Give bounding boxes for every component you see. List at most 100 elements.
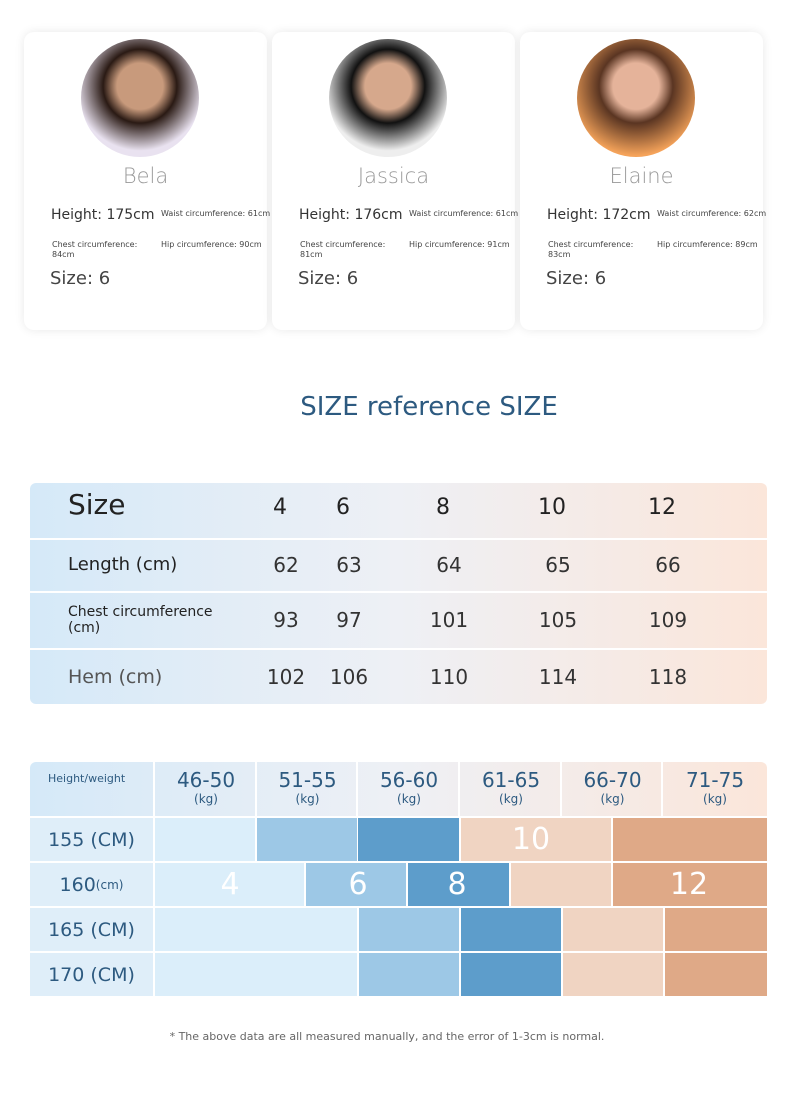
row-label: Length (cm) xyxy=(68,554,178,575)
weight-unit: (kg) xyxy=(499,792,523,806)
avatar xyxy=(329,39,447,157)
fit-cell: 12 xyxy=(613,863,767,906)
size-value: 6 xyxy=(336,495,350,520)
row-label-cell: 165 (CM) xyxy=(30,908,153,951)
measurement: 106 xyxy=(329,665,369,689)
model-height: Height: 175cm xyxy=(51,207,155,223)
row-divider xyxy=(30,648,767,650)
size-label: 4 xyxy=(220,867,240,902)
size-value: 4 xyxy=(273,495,287,520)
fit-cell xyxy=(257,818,357,861)
weight-unit: (kg) xyxy=(703,792,727,806)
measurement: 66 xyxy=(655,553,681,577)
fit-cell xyxy=(155,953,357,996)
weight-range: 71-75 xyxy=(685,768,745,792)
measurement: 110 xyxy=(429,665,469,689)
height-label: 165 (CM) xyxy=(48,918,135,941)
weight-unit: (kg) xyxy=(295,792,320,806)
fit-cell xyxy=(511,863,611,906)
size-label: 8 xyxy=(447,867,467,902)
fit-cell: 4 xyxy=(155,863,304,906)
fit-cell xyxy=(461,908,561,951)
row-divider xyxy=(30,538,767,540)
measurement: 109 xyxy=(648,608,688,632)
corner-label: Height/weight xyxy=(48,772,126,785)
measurement: 62 xyxy=(273,553,299,577)
weight-range: 56-60 xyxy=(379,768,439,792)
avatar xyxy=(81,39,199,157)
model-height: Height: 172cm xyxy=(547,207,651,223)
model-waist: Waist circumference: 61cm xyxy=(161,209,271,218)
measurement: 114 xyxy=(538,665,578,689)
measurement: 93 xyxy=(273,608,299,632)
model-card: Jassica Height: 176cm Waist circumference:… xyxy=(272,32,519,330)
col-divider xyxy=(255,762,257,816)
size-value: 8 xyxy=(436,495,450,520)
model-height: Height: 176cm xyxy=(299,207,403,223)
model-waist: Waist circumference: 62cm xyxy=(657,209,767,218)
model-size: Size: 6 xyxy=(50,268,111,289)
fit-cell xyxy=(155,818,255,861)
height-unit: (cm) xyxy=(95,877,124,892)
model-card: Bela Height: 175cm Waist circumference: 61… xyxy=(24,32,271,330)
fit-bg xyxy=(30,762,767,816)
row-label-cell: 155 (CM) xyxy=(30,818,153,861)
height-label: 170 (CM) xyxy=(48,963,135,986)
model-hip: Hip circumference: 91cm xyxy=(409,240,510,249)
model-name: Bela xyxy=(122,164,169,188)
model-waist: Waist circumference: 61cm xyxy=(409,209,519,218)
height-label: 155 (CM) xyxy=(48,828,135,851)
fit-cell xyxy=(358,818,459,861)
weight-range: 66-70 xyxy=(583,768,642,792)
col-divider xyxy=(356,762,358,816)
fit-cell xyxy=(155,908,357,951)
model-size: Size: 6 xyxy=(546,268,607,289)
section-title: SIZE reference SIZE xyxy=(300,392,558,422)
weight-range: 51-55 xyxy=(278,768,337,792)
height-label: 160 xyxy=(59,873,96,896)
row-label-cell: 170 (CM) xyxy=(30,953,153,996)
col-divider xyxy=(661,762,663,816)
row-divider xyxy=(30,591,767,593)
avatar xyxy=(577,39,695,157)
row-label: Chest circumference (cm) xyxy=(68,604,213,636)
weight-range: 61-65 xyxy=(481,768,541,792)
size-header: Size xyxy=(68,488,126,521)
fit-cell xyxy=(359,953,459,996)
col-divider xyxy=(458,762,460,816)
fit-cell xyxy=(665,953,767,996)
size-value: 12 xyxy=(648,495,676,520)
measurement: 64 xyxy=(436,553,462,577)
model-card: Elaine Height: 172cm Waist circumference: … xyxy=(520,32,767,330)
fit-cell xyxy=(665,908,767,951)
fit-cell: 8 xyxy=(408,863,509,906)
measurement: 101 xyxy=(429,608,469,632)
model-name: Jassica xyxy=(357,164,430,188)
fit-cell xyxy=(563,908,663,951)
measurement: 102 xyxy=(266,665,306,689)
size-label: 10 xyxy=(511,822,551,857)
row-label-cell: 160 (cm) xyxy=(30,863,153,906)
measurement: 105 xyxy=(538,608,578,632)
row-label: Hem (cm) xyxy=(68,666,163,688)
measurement: 97 xyxy=(336,608,362,632)
weight-range: 46-50 xyxy=(176,768,236,792)
measurement: 65 xyxy=(545,553,571,577)
model-chest: Chest circumference: 81cm xyxy=(300,240,386,259)
fit-cell xyxy=(613,818,767,861)
weight-unit: (kg) xyxy=(397,792,421,806)
col-divider xyxy=(153,762,155,816)
fit-cell xyxy=(563,953,663,996)
size-label: 12 xyxy=(669,867,709,902)
fit-cell xyxy=(359,908,459,951)
fit-cell: 10 xyxy=(461,818,611,861)
model-chest: Chest circumference: 83cm xyxy=(548,240,634,259)
measurement: 118 xyxy=(648,665,688,689)
model-hip: Hip circumference: 89cm xyxy=(657,240,758,249)
size-label: 6 xyxy=(348,867,368,902)
measurement: 63 xyxy=(336,553,362,577)
model-chest: Chest circumference: 84cm xyxy=(52,240,138,259)
model-hip: Hip circumference: 90cm xyxy=(161,240,262,249)
weight-unit: (kg) xyxy=(600,792,625,806)
